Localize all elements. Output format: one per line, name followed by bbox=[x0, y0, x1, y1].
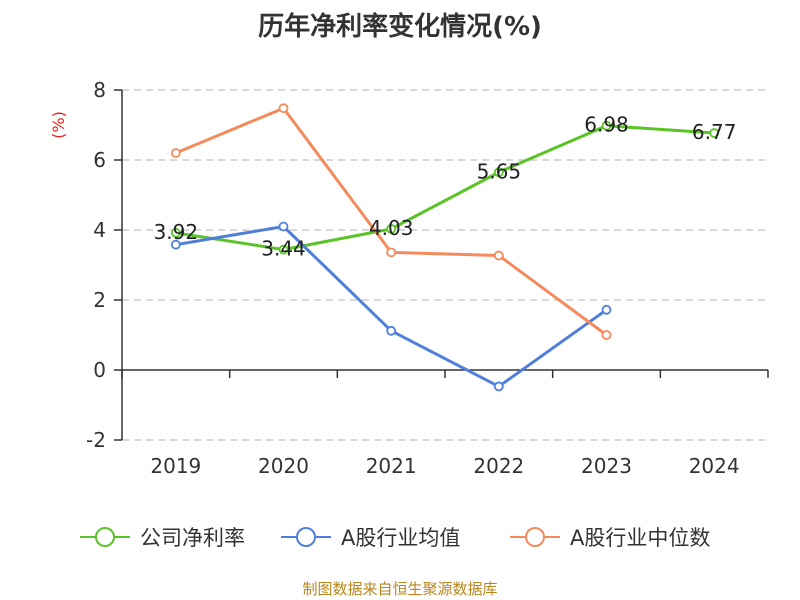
y-tick-label: 2 bbox=[93, 288, 106, 312]
data-point[interactable] bbox=[493, 381, 504, 392]
data-label: 6.77 bbox=[692, 120, 737, 144]
legend[interactable]: 公司净利率 A股行业均值 A股行业中位数 bbox=[80, 526, 710, 550]
data-label: 3.92 bbox=[154, 220, 199, 244]
y-tick-label: 6 bbox=[93, 148, 106, 172]
y-tick-label: 8 bbox=[93, 78, 106, 102]
data-label: 4.03 bbox=[369, 216, 414, 240]
data-point[interactable] bbox=[278, 103, 289, 114]
y-tick-label: -2 bbox=[86, 428, 106, 452]
data-source-note: 制图数据来自恒生聚源数据库 bbox=[302, 580, 498, 598]
data-point[interactable] bbox=[170, 148, 181, 158]
data-point[interactable] bbox=[601, 120, 612, 131]
data-point[interactable] bbox=[170, 227, 181, 238]
y-axis-title: (%) bbox=[49, 111, 68, 139]
chart-title: 历年净利率变化情况(%) bbox=[258, 12, 542, 42]
data-point[interactable] bbox=[170, 239, 181, 250]
series-lines bbox=[170, 103, 720, 392]
y-tick-label: 4 bbox=[93, 218, 106, 242]
data-point[interactable] bbox=[601, 304, 612, 315]
data-label: 5.65 bbox=[477, 159, 522, 183]
grid-lines bbox=[122, 89, 768, 441]
legend-label-1[interactable]: A股行业均值 bbox=[341, 526, 460, 550]
series-line-0 bbox=[175, 124, 715, 252]
x-tick-label: 2022 bbox=[473, 454, 524, 478]
data-point[interactable] bbox=[278, 221, 289, 232]
data-point[interactable] bbox=[709, 128, 720, 138]
data-point[interactable] bbox=[386, 224, 397, 234]
x-tick-label: 2019 bbox=[150, 454, 201, 478]
data-label: 6.98 bbox=[584, 113, 629, 137]
legend-label-0[interactable]: 公司净利率 bbox=[140, 526, 245, 550]
data-point[interactable] bbox=[386, 247, 397, 258]
data-point[interactable] bbox=[601, 330, 612, 340]
legend-marker-2[interactable] bbox=[525, 527, 545, 547]
legend-marker-1[interactable] bbox=[296, 527, 316, 547]
data-label: 3.44 bbox=[261, 237, 306, 261]
data-point[interactable] bbox=[278, 244, 289, 255]
axes: -2 0 2 4 6 8 (%) 2019 2020 2021 2022 2023 2024 bbox=[49, 78, 769, 478]
legend-marker-0[interactable] bbox=[95, 527, 115, 547]
data-labels: 3.92 3.44 4.03 5.65 6.98 6.77 bbox=[154, 113, 737, 261]
x-tick-label: 2020 bbox=[258, 454, 309, 478]
data-point[interactable] bbox=[386, 325, 397, 336]
legend-label-2[interactable]: A股行业中位数 bbox=[570, 526, 710, 550]
data-point[interactable] bbox=[493, 167, 504, 178]
y-tick-label: 0 bbox=[93, 358, 106, 382]
x-tick-label: 2021 bbox=[366, 454, 417, 478]
data-point[interactable] bbox=[493, 250, 504, 261]
x-tick-label: 2023 bbox=[581, 454, 632, 478]
x-tick-label: 2024 bbox=[689, 454, 740, 478]
